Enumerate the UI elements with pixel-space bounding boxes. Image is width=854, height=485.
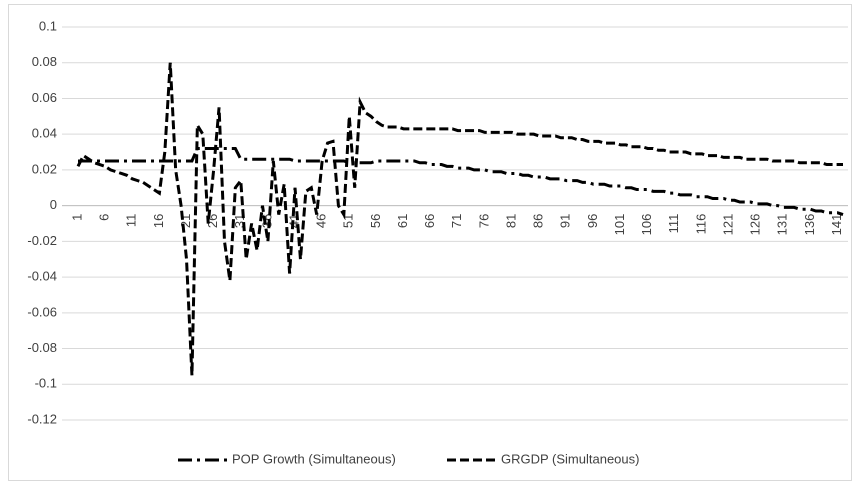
y-tick-label: -0.12 bbox=[27, 411, 57, 426]
x-tick-label: 111 bbox=[666, 214, 681, 234]
x-tick-label: 96 bbox=[585, 214, 600, 228]
y-tick-label: -0.04 bbox=[27, 269, 57, 284]
x-tick-label: 66 bbox=[422, 214, 437, 228]
x-tick-label: 121 bbox=[721, 214, 736, 236]
y-tick-label: 0.02 bbox=[32, 161, 57, 176]
x-tick-label: 61 bbox=[395, 214, 410, 228]
y-tick-label: 0 bbox=[50, 197, 57, 212]
x-tick-label: 76 bbox=[476, 214, 491, 228]
x-tick-label: 46 bbox=[314, 214, 329, 228]
y-tick-label: 0.08 bbox=[32, 54, 57, 69]
legend-label: POP Growth (Simultaneous) bbox=[232, 451, 396, 466]
x-tick-label: 91 bbox=[558, 214, 573, 228]
x-tick-label: 116 bbox=[693, 214, 708, 235]
x-tick-label: 21 bbox=[178, 214, 193, 228]
x-tick-label: 16 bbox=[151, 214, 166, 228]
x-tick-label: 56 bbox=[368, 214, 383, 228]
y-tick-label: -0.02 bbox=[27, 233, 57, 248]
line-series bbox=[76, 62, 843, 376]
legend-label: GRGDP (Simultaneous) bbox=[501, 451, 639, 466]
x-tick-label: 136 bbox=[802, 214, 817, 236]
y-tick-label: 0.04 bbox=[32, 126, 57, 141]
x-tick-label: 71 bbox=[449, 214, 464, 228]
x-tick-label: 1 bbox=[69, 214, 84, 221]
y-tick-label: 0.1 bbox=[39, 18, 57, 33]
x-tick-label: 86 bbox=[531, 214, 546, 228]
y-tick-label: -0.1 bbox=[35, 376, 57, 391]
x-tick-label: 6 bbox=[97, 214, 112, 221]
x-tick-label: 131 bbox=[775, 214, 790, 236]
chart-frame bbox=[8, 4, 852, 481]
x-tick-label: 101 bbox=[612, 214, 627, 236]
y-tick-label: 0.06 bbox=[32, 90, 57, 105]
x-tick-label: 126 bbox=[748, 214, 763, 236]
y-tick-label: -0.08 bbox=[27, 340, 57, 355]
x-tick-label: 141 bbox=[829, 214, 844, 236]
x-tick-label: 106 bbox=[639, 214, 654, 236]
y-tick-label: -0.06 bbox=[27, 304, 57, 319]
line-series bbox=[78, 146, 844, 216]
x-tick-label: 11 bbox=[124, 214, 139, 228]
x-tick-label: 81 bbox=[503, 214, 518, 228]
